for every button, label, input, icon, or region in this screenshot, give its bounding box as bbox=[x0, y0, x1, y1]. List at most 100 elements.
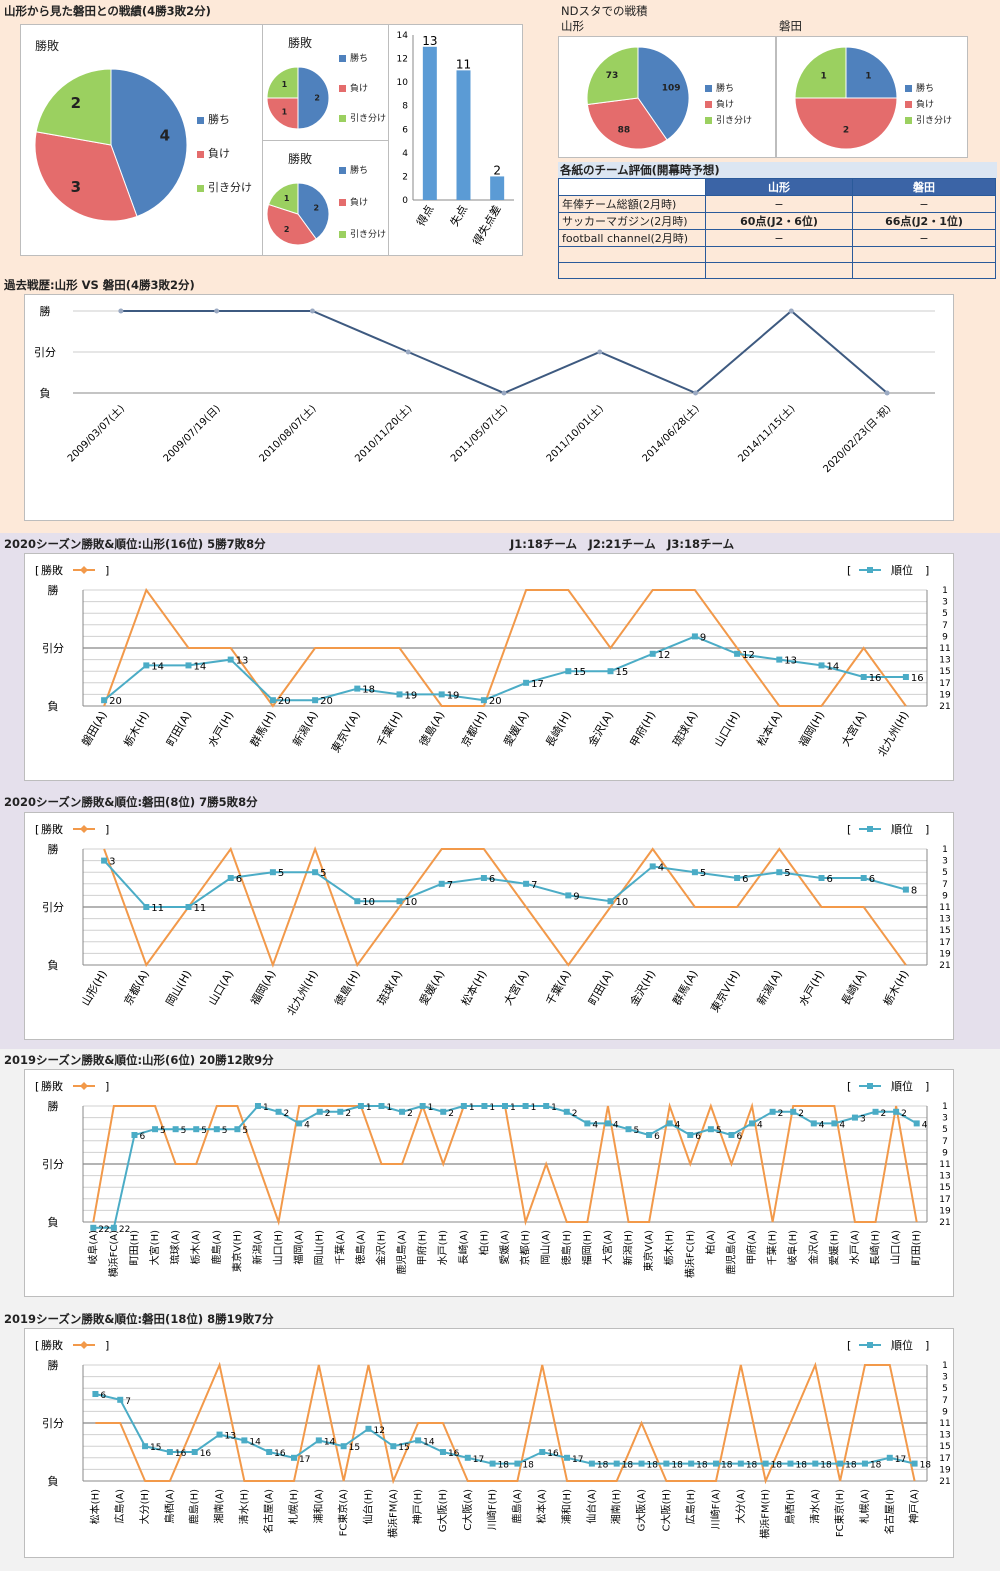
season-3-rank-label-25: 4 bbox=[613, 1120, 619, 1130]
small-pie-1-title: 勝敗 bbox=[288, 36, 313, 50]
season-3-rank-label-37: 3 bbox=[860, 1115, 866, 1125]
season-1-opponent-label-1: 栃木(H) bbox=[120, 709, 152, 750]
h2h-pie-legend-0: 勝ち bbox=[197, 111, 230, 127]
season-4-rank-label-10: 15 bbox=[349, 1443, 360, 1453]
season-4-opponent-label-22: G大阪(A) bbox=[635, 1489, 648, 1531]
season-1-legend-result-label: 勝敗 bbox=[41, 563, 63, 577]
season-3-rank-point-5 bbox=[193, 1126, 200, 1133]
nd-pie-b-slice-label-1: 2 bbox=[843, 126, 849, 136]
season-3-opponent-label-39: 山口(A) bbox=[890, 1230, 902, 1265]
small-pie-1-slice-label-0: 2 bbox=[314, 94, 320, 103]
nd-pie-a-slice-label-0: 109 bbox=[662, 84, 681, 94]
season-1-rank-tick-10: 21 bbox=[939, 702, 950, 712]
season-2-rank-tick-6: 13 bbox=[939, 915, 950, 925]
season-4-opponent-label-16: 川崎F(H) bbox=[486, 1489, 499, 1530]
nd-pie-b-slice-label-0: 1 bbox=[865, 72, 871, 82]
season-3-rank-point-2 bbox=[131, 1132, 138, 1138]
season-4-rank-point-27 bbox=[762, 1460, 769, 1467]
season-1-rank-point-13 bbox=[649, 650, 656, 657]
season-2-legend-rank-bracket-close: ] bbox=[925, 823, 929, 836]
evaluation-row: サッカーマガジン(2月時) 60点(J2・6位) 66点(J2・1位) bbox=[558, 212, 996, 230]
season-3-rank-label-18: 1 bbox=[469, 1103, 475, 1113]
h2h-pie-legend-1: 負け bbox=[197, 145, 230, 161]
season-3-rank-point-10 bbox=[296, 1120, 303, 1127]
nd-pie-a-legend-0: 勝ち bbox=[705, 81, 734, 94]
season-4-rank-label-11: 12 bbox=[373, 1426, 384, 1436]
season-3-rank-point-39 bbox=[893, 1108, 900, 1115]
season-2-opponent-label-0: 山形(H) bbox=[79, 968, 110, 1008]
season-4-rank-point-24 bbox=[688, 1460, 695, 1467]
season-4-rank-label-17: 18 bbox=[522, 1461, 534, 1471]
season-4-legend-result-bracket-close: ] bbox=[105, 1339, 109, 1352]
season-4-title: 2019シーズン勝敗&順位:磐田(18位) 8勝19敗7分 bbox=[4, 1312, 274, 1326]
season-3-panel: 勝引分負 1 3 5 7 9 11 13 15 17 19 21 22 22 6 5 5 5 5 5 1 2 4 2 2 1 1 2 1… bbox=[24, 1069, 954, 1297]
h2h-pie-slice-1 bbox=[34, 131, 138, 222]
evaluation-col-b: 磐田 bbox=[852, 178, 996, 196]
nd-pie-b-slice-label-2: 1 bbox=[821, 72, 827, 82]
small-pie-1-slice-0 bbox=[297, 66, 330, 130]
season-1-rank-line bbox=[103, 635, 906, 702]
season-3-rank-point-40 bbox=[913, 1120, 920, 1127]
season-4-opponent-label-17: 鹿島(A) bbox=[510, 1489, 523, 1524]
season-2-result-label-0: 勝 bbox=[48, 842, 59, 856]
season-1-opponent-label-10: 愛媛(A) bbox=[501, 709, 532, 749]
season-3-opponent-label-37: 水戸(A) bbox=[849, 1230, 861, 1265]
season-1-rank-point-18 bbox=[860, 674, 867, 680]
evaluation-cell-b: − bbox=[852, 195, 996, 213]
nd-pie-b-slice-1 bbox=[794, 97, 898, 150]
season-2-rank-label-3: 6 bbox=[236, 874, 242, 885]
season-4-rank-label-0: 6 bbox=[100, 1391, 106, 1401]
season-3-rank-point-33 bbox=[769, 1108, 776, 1115]
small-pie-2-legend-2: 引き分け bbox=[339, 227, 386, 240]
season-2-rank-label-14: 5 bbox=[700, 868, 706, 879]
bar-category-2: 得失点差 bbox=[470, 203, 504, 248]
season-3-rank-label-28: 4 bbox=[675, 1120, 681, 1130]
season-2-rank-point-14 bbox=[691, 869, 698, 876]
nd-pie-a-legend-swatch-2 bbox=[705, 117, 712, 124]
h2h-pie-title: 勝敗 bbox=[35, 39, 60, 53]
history-point-0 bbox=[118, 308, 124, 314]
season-4-opponent-label-20: 仙台(A) bbox=[585, 1489, 598, 1524]
season-2-opponent-label-6: 徳島(H) bbox=[331, 968, 363, 1009]
season-4-rank-label-19: 17 bbox=[572, 1455, 583, 1465]
season-2-legend-result-label: 勝敗 bbox=[41, 822, 63, 836]
season-3-opponent-label-20: 愛媛(A) bbox=[498, 1230, 511, 1265]
history-level-label-1: 引分 bbox=[34, 345, 56, 359]
season-3-rank-label-16: 1 bbox=[428, 1103, 434, 1113]
small-pie-1-slice-label-2: 1 bbox=[282, 80, 288, 89]
nd-title: NDスタでの戦積 bbox=[561, 4, 648, 18]
season-4-rank-tick-2: 5 bbox=[942, 1384, 948, 1394]
season-4-rank-label-31: 18 bbox=[870, 1461, 882, 1471]
h2h-pie-legend-label-1: 負け bbox=[208, 147, 230, 160]
season-3-rank-point-36 bbox=[831, 1120, 838, 1127]
nd-pie-a-slice-0 bbox=[637, 46, 690, 141]
season-3-rank-point-37 bbox=[851, 1114, 858, 1121]
season-1-rank-tick-0: 1 bbox=[942, 586, 948, 596]
season-2-result-label-2: 負 bbox=[48, 959, 59, 972]
season-2-rank-point-4 bbox=[269, 869, 276, 876]
bar-value-0: 13 bbox=[422, 34, 437, 48]
evaluation-cell-a: − bbox=[705, 195, 853, 213]
season-4-opponent-label-21: 湘南(H) bbox=[610, 1489, 623, 1524]
h2h-pie-legend-label-2: 引き分け bbox=[208, 181, 252, 194]
season-3-opponent-label-7: 東京V(H) bbox=[230, 1230, 243, 1272]
season-4-opponent-label-14: G大阪(H) bbox=[436, 1489, 449, 1532]
season-3-opponent-label-19: 柏(H) bbox=[477, 1230, 490, 1255]
season-4-rank-label-26: 18 bbox=[746, 1461, 758, 1471]
evaluation-cell-b bbox=[852, 262, 996, 279]
season-1-rank-point-10 bbox=[523, 679, 530, 686]
history-title: 過去戦歴:山形 VS 磐田(4勝3敗2分) bbox=[4, 278, 195, 292]
season-2-rank-point-12 bbox=[607, 898, 614, 905]
season-1-rank-tick-5: 11 bbox=[939, 644, 950, 654]
season-4-rank-label-1: 7 bbox=[125, 1397, 131, 1407]
season-4-rank-label-20: 18 bbox=[597, 1461, 609, 1471]
season-4-opponent-label-30: FC東京(H) bbox=[833, 1489, 846, 1537]
history-point-3 bbox=[405, 349, 411, 355]
season-3-opponent-label-10: 福岡(A) bbox=[292, 1230, 305, 1265]
season-4-rank-label-16: 18 bbox=[498, 1461, 510, 1471]
history-point-5 bbox=[597, 349, 603, 355]
evaluation-title: 各紙のチーム評価(開幕時予想) bbox=[558, 162, 997, 178]
season-3-legend-rank-bracket-close: ] bbox=[925, 1080, 929, 1093]
season-3-rank-point-29 bbox=[687, 1132, 694, 1138]
